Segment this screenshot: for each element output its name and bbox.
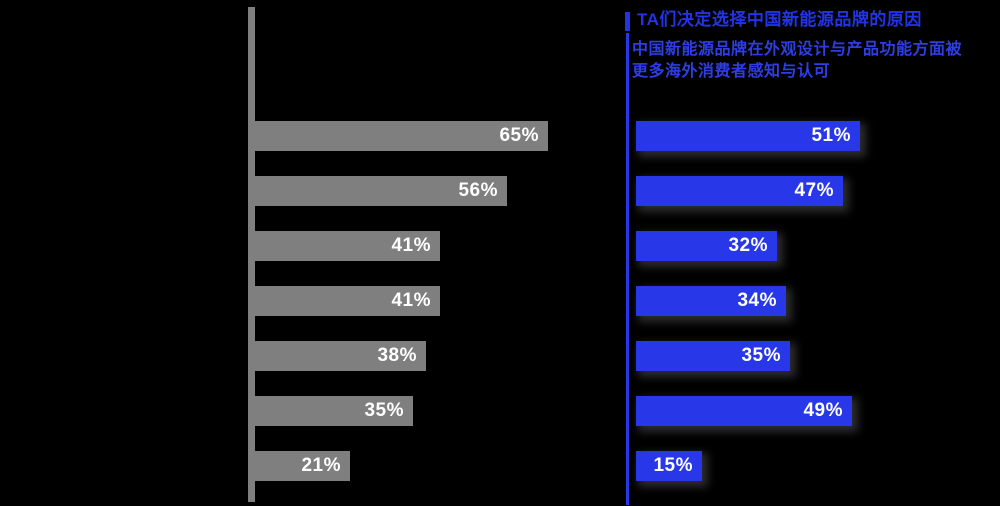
reasons-gray-series-bar: 41% xyxy=(255,286,440,316)
reasons-blue-series-bar: 15% xyxy=(636,451,702,481)
reasons-gray-series-bar: 38% xyxy=(255,341,426,371)
bar-value-label: 49% xyxy=(803,400,843,421)
gray-axis-line xyxy=(248,7,255,502)
blue-bars-container: 51% 47% 32% 34% 35% 49% 15% xyxy=(636,121,860,506)
reasons-blue-series-bar: 51% xyxy=(636,121,860,151)
bar-row: 65% xyxy=(255,121,548,151)
reasons-gray-series-bar: 65% xyxy=(255,121,548,151)
gray-bars-container: 65% 56% 41% 41% 38% 35% 21% xyxy=(255,121,548,506)
bar-value-label: 56% xyxy=(458,180,498,201)
bar-value-label: 41% xyxy=(391,235,431,256)
blue-axis-line xyxy=(626,33,629,505)
bar-value-label: 32% xyxy=(728,235,768,256)
reasons-blue-series-bar: 47% xyxy=(636,176,843,206)
bar-row: 41% xyxy=(255,286,548,316)
chart-header: TA们决定选择中国新能源品牌的原因 xyxy=(637,9,997,30)
reasons-blue-series-bar: 35% xyxy=(636,341,790,371)
bar-value-label: 51% xyxy=(811,125,851,146)
bar-row: 32% xyxy=(636,231,860,261)
chart-title: TA们决定选择中国新能源品牌的原因 xyxy=(637,10,922,29)
chart-subtitle-line1: 中国新能源品牌在外观设计与产品功能方面被 xyxy=(632,41,963,58)
bar-value-label: 21% xyxy=(301,455,341,476)
bar-row: 35% xyxy=(255,396,548,426)
reasons-blue-series-bar: 49% xyxy=(636,396,852,426)
bar-value-label: 38% xyxy=(377,345,417,366)
reasons-gray-series-bar: 35% xyxy=(255,396,413,426)
reasons-gray-series-bar: 56% xyxy=(255,176,507,206)
bar-row: 47% xyxy=(636,176,860,206)
bar-value-label: 41% xyxy=(391,290,431,311)
reasons-gray-series-bar: 21% xyxy=(255,451,350,481)
bar-row: 34% xyxy=(636,286,860,316)
reasons-blue-series-bar: 34% xyxy=(636,286,786,316)
bar-value-label: 34% xyxy=(737,290,777,311)
bar-row: 51% xyxy=(636,121,860,151)
bar-row: 38% xyxy=(255,341,548,371)
bar-row: 49% xyxy=(636,396,860,426)
bar-row: 35% xyxy=(636,341,860,371)
title-accent-marker xyxy=(625,12,630,31)
bar-value-label: 35% xyxy=(364,400,404,421)
bar-value-label: 47% xyxy=(794,180,834,201)
bar-value-label: 35% xyxy=(741,345,781,366)
reasons-gray-series-bar: 41% xyxy=(255,231,440,261)
bar-value-label: 65% xyxy=(499,125,539,146)
bar-value-label: 15% xyxy=(653,455,693,476)
bar-row: 56% xyxy=(255,176,548,206)
bar-row: 15% xyxy=(636,451,860,481)
reasons-blue-series-bar: 32% xyxy=(636,231,777,261)
bar-row: 41% xyxy=(255,231,548,261)
chart-subtitle-line2: 更多海外消费者感知与认可 xyxy=(632,63,831,80)
bar-row: 21% xyxy=(255,451,548,481)
